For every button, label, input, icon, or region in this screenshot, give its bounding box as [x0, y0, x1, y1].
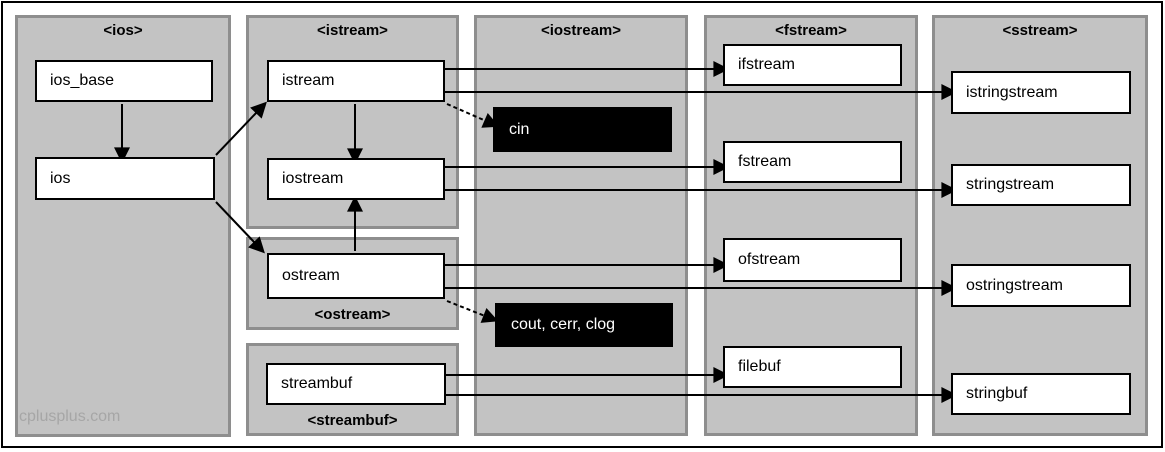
- arrow-ios-to-istream: [215, 101, 267, 156]
- class-box-istream: istream: [267, 60, 445, 102]
- panel-istream-title: <istream>: [317, 22, 388, 39]
- class-box-filebuf: filebuf: [723, 346, 902, 388]
- class-box-stringbuf: stringbuf: [951, 373, 1131, 415]
- class-box-ifstream: ifstream: [723, 44, 902, 86]
- class-box-streambuf: streambuf: [266, 363, 446, 405]
- arrow-istream-to-cin-dashed: [446, 103, 500, 128]
- object-box-cout-cerr-clog: cout, cerr, clog: [495, 303, 673, 347]
- panel-iostream: <iostream>: [474, 15, 688, 436]
- watermark: cplusplus.com: [19, 408, 121, 425]
- class-box-fstream: fstream: [723, 141, 902, 183]
- panel-fstream-title: <fstream>: [775, 22, 847, 39]
- arrow-ios-to-ostream: [215, 201, 265, 254]
- class-box-ios: ios: [35, 157, 215, 200]
- panel-streambuf-title: <streambuf>: [307, 412, 398, 429]
- class-box-iostream: iostream: [267, 158, 445, 200]
- class-box-stringstream: stringstream: [951, 164, 1131, 206]
- panel-iostream-title: <iostream>: [540, 22, 622, 39]
- class-box-ostream: ostream: [267, 253, 445, 299]
- panel-ios-title: <ios>: [103, 22, 143, 39]
- panel-ostream-title: <ostream>: [314, 306, 391, 323]
- class-box-ofstream: ofstream: [723, 238, 902, 282]
- object-box-cin: cin: [493, 107, 672, 152]
- class-box-ostringstream: ostringstream: [951, 264, 1131, 307]
- panel-sstream-title: <sstream>: [1002, 22, 1078, 39]
- arrow-ostream-to-cout-dashed: [446, 300, 499, 323]
- class-box-ios_base: ios_base: [35, 60, 213, 102]
- class-box-istringstream: istringstream: [951, 71, 1131, 114]
